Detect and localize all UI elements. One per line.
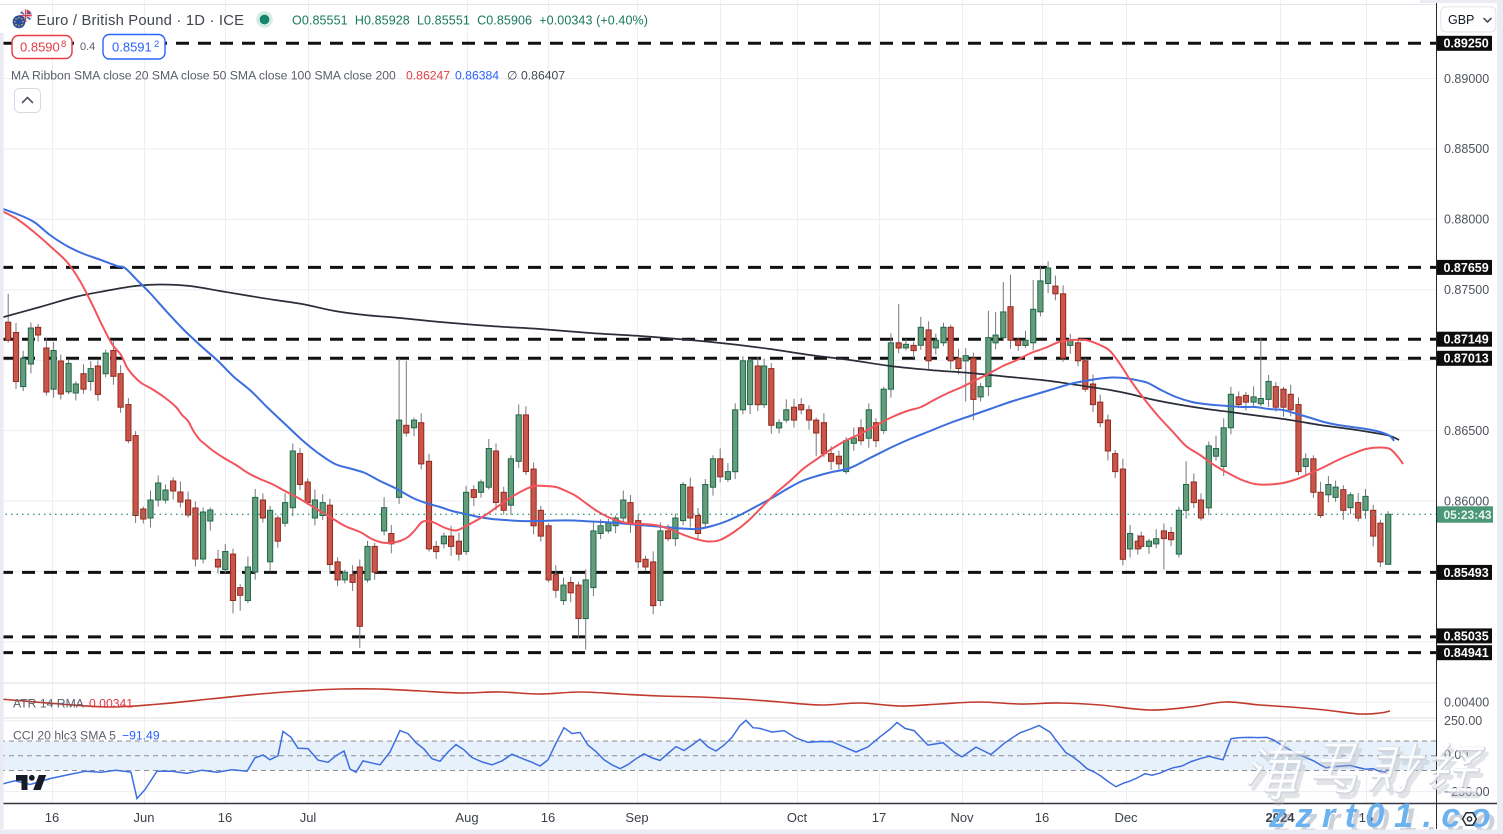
svg-text:16: 16	[541, 810, 555, 825]
svg-text:0.85035: 0.85035	[1444, 629, 1489, 643]
svg-text:MA Ribbon SMA close 20 SMA clo: MA Ribbon SMA close 20 SMA close 50 SMA …	[11, 69, 396, 83]
svg-text:0.89000: 0.89000	[1444, 72, 1489, 86]
svg-text:Aug: Aug	[455, 810, 478, 825]
svg-text:Nov: Nov	[950, 810, 974, 825]
svg-text:0.8590: 0.8590	[20, 40, 60, 55]
svg-text:0.4: 0.4	[80, 41, 95, 53]
svg-text:Sep: Sep	[625, 810, 648, 825]
svg-text:16: 16	[1359, 810, 1373, 825]
svg-text:0.87659: 0.87659	[1444, 261, 1489, 275]
svg-text:0.87500: 0.87500	[1444, 283, 1489, 297]
svg-text:Jun: Jun	[134, 810, 155, 825]
svg-text:Dec: Dec	[1114, 810, 1138, 825]
svg-text:2: 2	[154, 39, 159, 50]
svg-text:2024: 2024	[1266, 810, 1296, 825]
svg-text:0.89250: 0.89250	[1444, 37, 1489, 51]
svg-text:0.00400: 0.00400	[1444, 696, 1489, 710]
svg-text:05:23:43: 05:23:43	[1444, 508, 1492, 522]
svg-text:0.8591: 0.8591	[112, 40, 152, 55]
svg-text:0.00341: 0.00341	[89, 697, 133, 711]
svg-text:0.88500: 0.88500	[1444, 142, 1489, 156]
svg-text:0.88000: 0.88000	[1444, 213, 1489, 227]
svg-text:ATR 14 RMA: ATR 14 RMA	[13, 697, 85, 711]
svg-text:250.00: 250.00	[1444, 714, 1482, 728]
svg-text:0.86500: 0.86500	[1444, 424, 1489, 438]
svg-text:16: 16	[45, 810, 59, 825]
svg-text:0.84941: 0.84941	[1444, 646, 1489, 660]
svg-text:∅ 0.86407: ∅ 0.86407	[507, 69, 565, 83]
svg-text:Jul: Jul	[300, 810, 317, 825]
svg-text:−91.49: −91.49	[122, 729, 160, 743]
svg-text:0.87013: 0.87013	[1444, 352, 1489, 366]
svg-text:0.86247: 0.86247	[406, 69, 450, 83]
svg-text:8: 8	[61, 39, 66, 50]
svg-text:Oct: Oct	[787, 810, 808, 825]
svg-text:0.86000: 0.86000	[1444, 494, 1489, 508]
svg-text:16: 16	[218, 810, 232, 825]
svg-text:O0.85551 H0.85928 L0.85551: O0.85551 H0.85928 L0.85551 C0.85906 +0.0…	[292, 13, 648, 27]
svg-text:0.87149: 0.87149	[1444, 333, 1489, 347]
svg-text:Euro / British Pound · 1D · IC: Euro / British Pound · 1D · ICE	[37, 13, 245, 29]
svg-text:0.85493: 0.85493	[1444, 566, 1489, 580]
svg-text:17: 17	[872, 810, 886, 825]
svg-text:16: 16	[1035, 810, 1049, 825]
svg-text:CCI 20 hlc3 SMA 5: CCI 20 hlc3 SMA 5	[13, 729, 116, 743]
svg-text:0.86384: 0.86384	[455, 69, 499, 83]
svg-text:GBP: GBP	[1448, 13, 1474, 27]
